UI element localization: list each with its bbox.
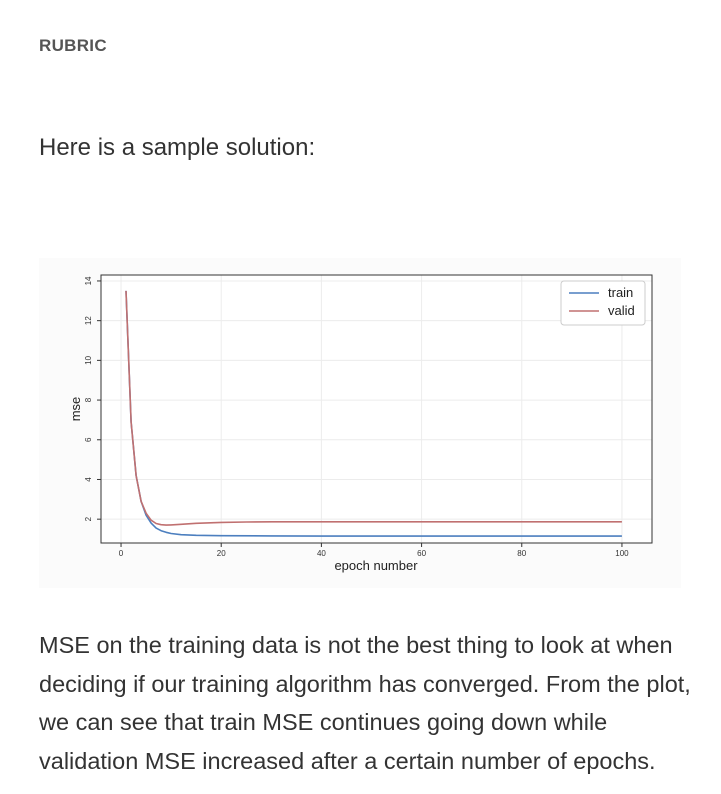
y-tick-label: 8 <box>84 397 93 402</box>
explanation-paragraph: MSE on the training data is not the best… <box>39 632 691 774</box>
y-tick-label: 2 <box>84 516 93 521</box>
plot-background <box>101 275 652 543</box>
y-axis-label: mse <box>68 397 83 422</box>
axis-ticks: 0 20 40 60 80 100 2 4 6 8 10 12 14 <box>84 276 629 558</box>
y-tick-label: 10 <box>84 355 93 364</box>
y-tick-label: 14 <box>84 276 93 285</box>
x-tick-label: 20 <box>217 549 226 558</box>
rubric-heading: RUBRIC <box>39 36 107 55</box>
mse-chart-figure: 0 20 40 60 80 100 2 4 6 8 10 12 14 epoch number mse … <box>39 258 681 588</box>
x-tick-label: 80 <box>517 549 526 558</box>
series-line-valid <box>125 290 622 526</box>
y-tick-label: 12 <box>84 316 93 325</box>
legend-box <box>560 280 646 326</box>
series-lines <box>125 290 622 537</box>
legend-label-valid: valid <box>608 303 635 318</box>
plot-frame <box>100 274 653 544</box>
legend-label-train: train <box>608 285 633 300</box>
grid-lines <box>101 275 652 543</box>
x-axis-label: epoch number <box>334 558 418 573</box>
x-tick-label: 100 <box>615 549 629 558</box>
y-tick-label: 6 <box>84 437 93 442</box>
intro-text: Here is a sample solution: <box>39 134 316 161</box>
chart-legend: train valid <box>560 280 646 326</box>
x-tick-label: 0 <box>119 549 124 558</box>
y-tick-label: 4 <box>84 477 93 482</box>
x-tick-label: 40 <box>317 549 326 558</box>
x-tick-label: 60 <box>417 549 426 558</box>
